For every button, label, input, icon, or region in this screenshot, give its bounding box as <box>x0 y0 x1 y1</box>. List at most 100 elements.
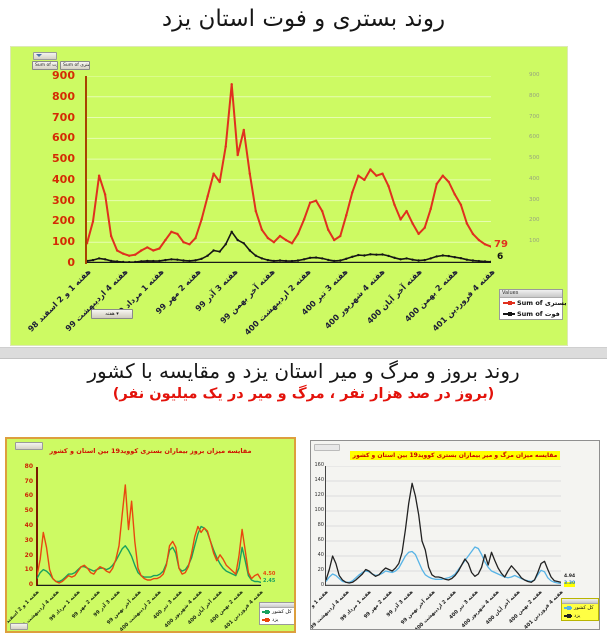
legend-label: کل کشور <box>272 608 292 615</box>
chart-legend: Values Sum of بستری Sum of فوت <box>499 289 567 320</box>
x-axis-label: هفته آخر بهمن 99 <box>218 267 277 326</box>
data-marker-deaths <box>272 259 276 263</box>
data-marker-deaths <box>339 259 342 262</box>
data-marker-deaths <box>399 258 402 261</box>
data-marker-deaths <box>115 260 119 263</box>
legend-label: Sum of بستری <box>517 299 567 307</box>
data-marker-deaths <box>146 259 149 263</box>
x-axis-label: هفته 4 فروردین 401 <box>523 589 565 630</box>
data-marker-deaths <box>381 253 384 256</box>
data-marker-admissions <box>302 218 306 221</box>
data-marker-deaths <box>393 256 396 259</box>
data-marker-admissions <box>230 83 233 86</box>
legend-item-admissions: Sum of بستری <box>500 298 567 309</box>
data-marker-deaths <box>405 257 408 260</box>
data-marker-deaths <box>122 260 125 263</box>
data-marker-deaths <box>302 258 306 261</box>
x-axis-label: هفته آخر بهمن 99 <box>399 589 437 626</box>
x-axis-label: هفته 3 آذر 99 <box>193 267 240 314</box>
data-marker-admissions <box>188 243 191 246</box>
data-marker-admissions <box>97 174 101 177</box>
legend-label: یزد <box>272 616 279 623</box>
mortality-chart-plot <box>326 466 561 586</box>
data-marker-admissions <box>471 232 475 236</box>
data-marker-deaths <box>453 256 456 259</box>
x-axis-label: هفته آخر آبان 400 <box>485 589 522 627</box>
y-axis-label: 200 <box>52 214 75 228</box>
data-marker-admissions <box>369 168 372 171</box>
data-marker-deaths <box>429 257 432 260</box>
x-axis-label: هفته آخر آبان 400 <box>364 267 424 326</box>
y-axis-label: 100 <box>529 238 540 245</box>
data-marker-deaths <box>327 258 330 262</box>
data-marker-admissions <box>212 172 215 175</box>
x-axis-label: هفته 4 شهریور 400 <box>163 589 204 630</box>
legend-label: کل کشور <box>574 604 594 611</box>
y-axis-labels: 80 70 60 50 40 30 20 10 0 <box>15 439 33 631</box>
data-marker-deaths <box>296 259 300 262</box>
data-marker-admissions <box>134 253 137 256</box>
y-axis-label: 100 <box>52 235 75 249</box>
legend-label: یزد <box>574 612 581 619</box>
data-marker-admissions <box>435 182 438 186</box>
x-axis-label: هفته آخر بهمن 99 <box>105 589 143 626</box>
pivot-filter-chip[interactable] <box>33 52 57 60</box>
y-axis-labels-left: 900 800 700 600 500 400 300 200 100 0 <box>45 47 75 345</box>
x-axis-label: هفته 3 آذر 99 <box>385 589 415 619</box>
data-marker-deaths <box>248 249 251 252</box>
y-axis-label: 300 <box>52 193 75 207</box>
data-marker-admissions <box>206 195 209 198</box>
data-marker-deaths <box>182 259 185 262</box>
data-marker-admissions <box>158 247 161 250</box>
pivot-field-chip[interactable] <box>314 444 340 451</box>
data-marker-deaths <box>375 253 378 256</box>
y-axis-label: 400 <box>52 172 75 186</box>
x-axis-label: هفته 2 بهمن 400 <box>208 589 245 625</box>
data-marker-deaths <box>206 254 209 257</box>
data-marker-admissions <box>164 238 167 242</box>
x-axis-label: هفته 1 مرداد 99 <box>339 589 373 623</box>
legend-marker-country-icon <box>262 610 270 614</box>
series-line-yazd <box>37 484 261 584</box>
incidence-chart-title: مقایسه میزان بروز بیماران بستری کووید19 … <box>49 447 252 455</box>
country-end-value: 2.45 <box>263 578 276 584</box>
data-marker-admissions <box>381 172 384 175</box>
data-marker-deaths <box>423 258 426 262</box>
pivot-field-admissions-button[interactable]: Sum of بستری <box>60 61 90 70</box>
pivot-field-chip[interactable] <box>15 442 43 450</box>
data-marker-admissions <box>417 232 420 236</box>
data-marker-admissions <box>122 252 125 255</box>
data-marker-deaths <box>363 254 366 257</box>
data-marker-deaths <box>170 258 173 261</box>
legend-item-country: کل کشور <box>562 604 598 612</box>
y-axis-label: 160 <box>314 462 324 469</box>
data-marker-deaths <box>224 243 227 246</box>
data-marker-deaths <box>230 230 233 233</box>
data-marker-deaths <box>417 259 420 262</box>
legend-marker-admissions-icon <box>503 301 515 306</box>
data-marker-deaths <box>483 260 487 263</box>
x-axis-label: هفته 3 تیر 400 <box>447 589 480 621</box>
x-axis-label: هفته 3 تیر 400 <box>300 267 350 318</box>
data-marker-deaths <box>351 255 354 258</box>
chart-legend: کل کشور یزد <box>561 598 599 621</box>
data-marker-admissions <box>260 228 264 231</box>
yazd-end-value: 4.50 <box>263 571 276 577</box>
data-marker-deaths <box>441 254 444 257</box>
y-axis-label: 120 <box>314 492 324 499</box>
axis-field-chip[interactable] <box>10 623 28 630</box>
mortality-chart-title: مقایسه میزان مرگ و میر بیماران بستری کوو… <box>311 451 599 460</box>
y-axis-label: 40 <box>317 552 324 559</box>
data-marker-deaths <box>284 259 288 263</box>
data-marker-deaths <box>91 258 95 262</box>
data-marker-deaths <box>357 253 360 257</box>
admissions-end-value: 79 <box>494 239 508 250</box>
data-marker-deaths <box>218 250 221 253</box>
data-marker-deaths <box>465 258 469 261</box>
data-marker-deaths <box>290 259 294 263</box>
pivot-field-deaths-button[interactable]: Sum of فوت <box>32 61 58 70</box>
week-axis-field-button[interactable]: هفته ▾ <box>91 309 133 319</box>
data-marker-deaths <box>242 242 245 245</box>
data-marker-deaths <box>158 259 161 263</box>
x-axis-label: هفته 2 بهمن 400 <box>403 267 460 324</box>
